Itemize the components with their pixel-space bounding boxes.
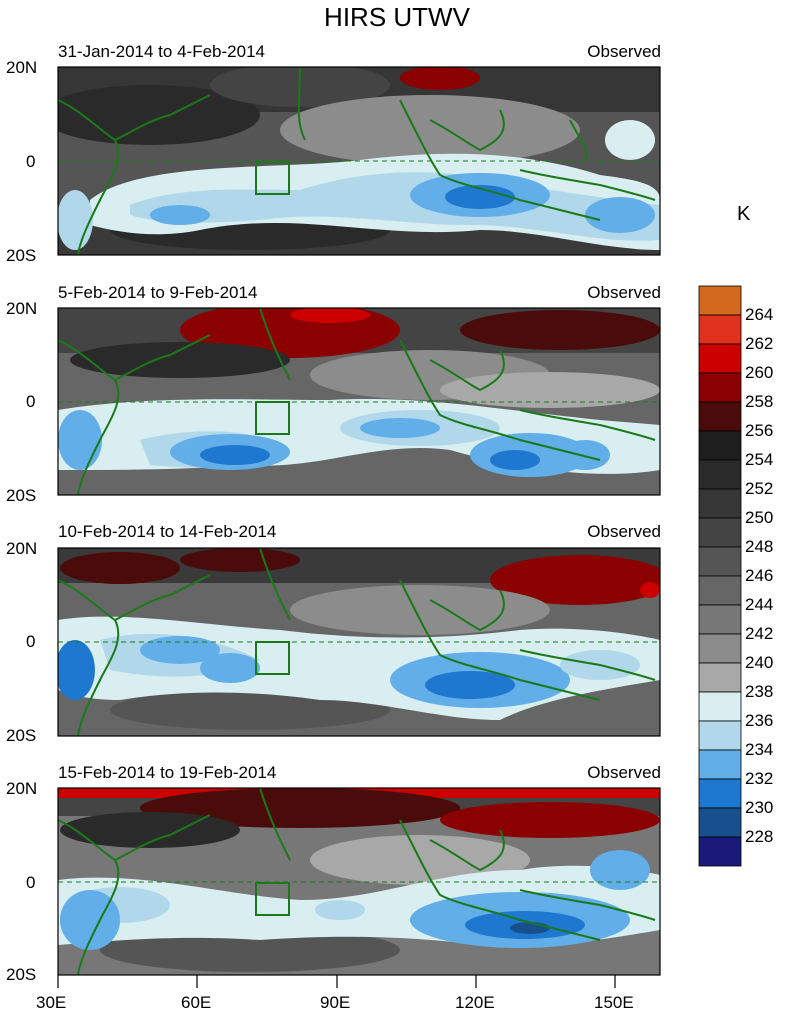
panel-2-tag: Observed <box>587 283 661 302</box>
lat-label-20s: 20S <box>6 246 37 265</box>
colorbar-swatch <box>698 430 742 461</box>
panel-4-date: 15-Feb-2014 to 19-Feb-2014 <box>58 763 277 782</box>
panel-3-region-box <box>255 641 290 675</box>
panel-4-region-box <box>255 882 290 916</box>
x-axis-ticks <box>57 975 616 988</box>
panel-2-date: 5-Feb-2014 to 9-Feb-2014 <box>58 283 258 302</box>
lon-label-150e: 150E <box>594 993 634 1012</box>
colorbar-level-label: 230 <box>745 798 774 817</box>
panel-3-coastlines <box>58 548 656 736</box>
lat-label-20n: 20N <box>6 539 38 558</box>
colorbar-level-label: 240 <box>745 653 774 672</box>
figure-title: HIRS UTWV <box>324 2 470 32</box>
panel-4-frame <box>57 787 661 976</box>
colorbar-swatch <box>698 314 742 345</box>
lat-label-eq: 0 <box>26 392 36 411</box>
panel-3-map <box>58 548 660 736</box>
colorbar-level-label: 236 <box>745 711 774 730</box>
colorbar-swatch <box>698 488 742 519</box>
colorbar-level-label: 250 <box>745 508 774 527</box>
colorbar-level-label: 238 <box>745 682 774 701</box>
lat-label-20n: 20N <box>6 299 38 318</box>
colorbar-level-label: 254 <box>745 450 774 469</box>
colorbar-swatch <box>698 749 742 780</box>
panel-1-tag: Observed <box>587 42 661 61</box>
colorbar-swatch <box>698 778 742 809</box>
panel-2-region-box <box>255 401 290 435</box>
lat-label-eq: 0 <box>26 632 36 651</box>
lat-label-20n: 20N <box>6 779 38 798</box>
colorbar <box>698 285 742 867</box>
colorbar-level-label: 246 <box>745 566 774 585</box>
colorbar-level-label: 232 <box>745 769 774 788</box>
colorbar-swatch <box>698 575 742 606</box>
lat-label-eq: 0 <box>26 152 36 171</box>
colorbar-level-label: 262 <box>745 334 774 353</box>
colorbar-level-label: 260 <box>745 363 774 382</box>
lon-label-90e: 90E <box>320 993 351 1012</box>
panel-3-date: 10-Feb-2014 to 14-Feb-2014 <box>58 522 277 541</box>
lat-label-20s: 20S <box>6 726 37 745</box>
colorbar-swatch <box>698 807 742 838</box>
colorbar-swatch <box>698 604 742 635</box>
colorbar-level-label: 256 <box>745 421 774 440</box>
colorbar-level-label: 258 <box>745 392 774 411</box>
panel-4-coastlines <box>58 788 656 975</box>
panel-1-map <box>58 67 660 255</box>
lat-label-eq: 0 <box>26 873 36 892</box>
panel-3-tag: Observed <box>587 522 661 541</box>
panel-1-date: 31-Jan-2014 to 4-Feb-2014 <box>58 42 265 61</box>
colorbar-unit: K <box>737 203 751 225</box>
colorbar-swatch <box>698 372 742 403</box>
colorbar-level-label: 234 <box>745 740 774 759</box>
colorbar-swatch <box>698 546 742 577</box>
colorbar-swatch <box>698 517 742 548</box>
panel-4-tag: Observed <box>587 763 661 782</box>
panel-2-frame <box>57 307 661 496</box>
colorbar-level-label: 252 <box>745 479 774 498</box>
panel-2-coastlines <box>58 308 656 495</box>
colorbar-swatch <box>698 662 742 693</box>
colorbar-swatch <box>698 343 742 374</box>
lon-label-60e: 60E <box>181 993 212 1012</box>
panel-1-frame <box>57 66 661 256</box>
colorbar-swatch <box>698 720 742 751</box>
colorbar-swatch <box>698 633 742 664</box>
lon-label-120e: 120E <box>455 993 495 1012</box>
lat-label-20n: 20N <box>6 58 38 77</box>
panel-3-frame <box>57 547 661 737</box>
panel-2-map <box>58 308 660 495</box>
colorbar-level-label: 264 <box>745 305 774 324</box>
colorbar-swatch <box>698 836 742 867</box>
panel-1-coastlines <box>58 67 656 255</box>
lat-label-20s: 20S <box>6 486 37 505</box>
colorbar-level-label: 242 <box>745 624 774 643</box>
lon-label-30e: 30E <box>36 993 67 1012</box>
colorbar-swatch <box>698 401 742 432</box>
colorbar-swatch <box>698 691 742 722</box>
colorbar-level-label: 244 <box>745 595 774 614</box>
lat-label-20s: 20S <box>6 965 37 984</box>
colorbar-swatch <box>698 285 742 316</box>
colorbar-swatch <box>698 459 742 490</box>
panel-1-region-box <box>255 161 290 195</box>
colorbar-level-label: 248 <box>745 537 774 556</box>
colorbar-level-label: 228 <box>745 827 774 846</box>
